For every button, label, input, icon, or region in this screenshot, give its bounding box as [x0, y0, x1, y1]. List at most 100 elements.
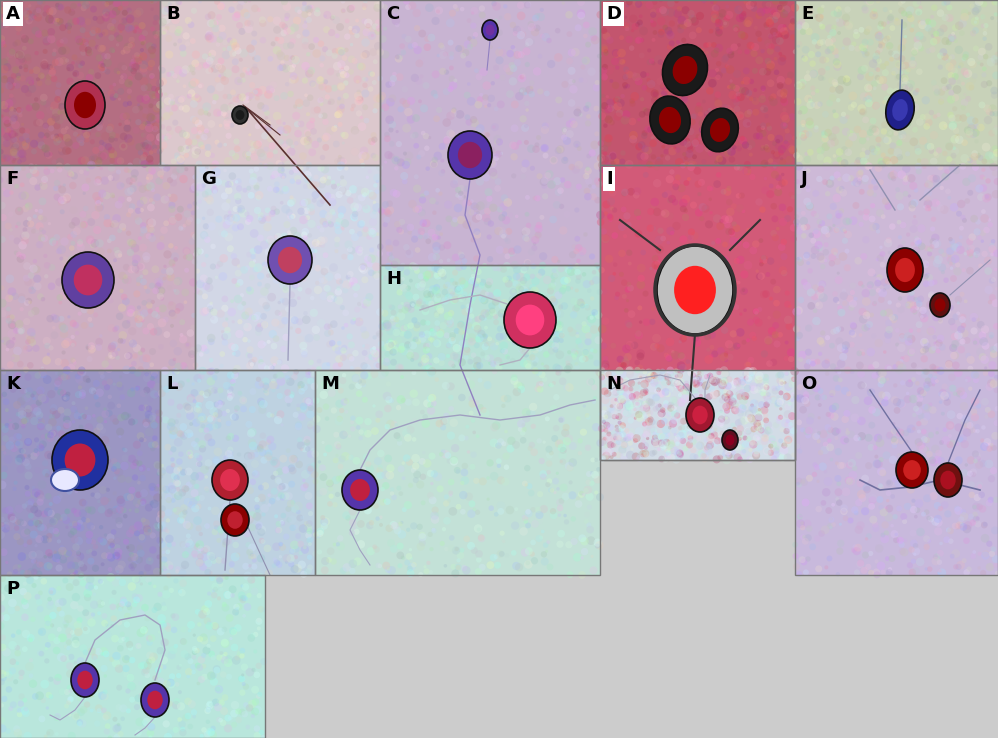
Point — [831, 184, 847, 196]
Point — [143, 62, 159, 74]
Point — [675, 255, 691, 267]
Point — [258, 143, 274, 155]
Point — [832, 545, 848, 557]
Point — [870, 162, 886, 174]
Point — [971, 562, 987, 573]
Point — [628, 396, 644, 408]
Point — [761, 396, 777, 407]
Point — [666, 100, 682, 112]
Point — [417, 356, 433, 368]
Point — [768, 449, 784, 461]
Point — [31, 4, 47, 16]
Point — [481, 280, 497, 292]
Point — [365, 150, 381, 162]
Point — [2, 75, 18, 86]
Point — [892, 131, 908, 143]
Point — [562, 55, 578, 67]
Point — [211, 683, 227, 695]
Point — [558, 421, 574, 433]
Point — [729, 426, 745, 438]
Point — [962, 419, 978, 431]
Point — [166, 538, 182, 550]
Point — [617, 359, 633, 370]
Point — [33, 224, 49, 235]
Point — [459, 111, 475, 123]
Point — [18, 8, 34, 20]
Point — [893, 432, 909, 444]
Point — [134, 313, 150, 325]
Point — [429, 287, 445, 299]
Point — [356, 189, 372, 201]
Point — [730, 378, 746, 390]
Point — [516, 164, 532, 176]
Point — [964, 468, 980, 480]
Point — [554, 201, 570, 213]
Point — [800, 553, 816, 565]
Point — [519, 479, 535, 491]
Point — [592, 437, 608, 449]
Point — [41, 689, 57, 701]
Point — [576, 269, 592, 280]
Point — [601, 10, 617, 21]
Point — [217, 407, 233, 419]
Point — [357, 224, 373, 235]
Point — [944, 371, 960, 383]
Point — [859, 0, 875, 6]
Point — [762, 446, 778, 458]
Point — [434, 41, 450, 53]
Point — [360, 415, 376, 427]
Point — [217, 303, 233, 314]
Point — [881, 307, 897, 319]
Point — [823, 389, 839, 401]
Point — [868, 100, 884, 111]
Point — [442, 128, 458, 139]
Point — [336, 396, 352, 408]
Point — [688, 403, 704, 415]
Point — [491, 263, 507, 275]
Point — [63, 450, 79, 462]
Point — [144, 497, 160, 509]
Point — [388, 237, 404, 249]
Point — [245, 386, 260, 398]
Point — [663, 7, 679, 18]
Point — [958, 459, 974, 471]
Point — [271, 524, 287, 536]
Point — [546, 403, 562, 415]
Point — [644, 376, 660, 387]
Point — [457, 306, 473, 317]
Point — [165, 97, 181, 108]
Point — [540, 479, 556, 491]
Point — [219, 380, 235, 392]
Point — [791, 393, 807, 404]
Point — [953, 59, 969, 71]
Point — [95, 471, 111, 483]
Point — [741, 162, 756, 173]
Point — [231, 529, 247, 541]
Point — [765, 26, 781, 38]
Point — [25, 329, 41, 341]
Point — [550, 318, 566, 330]
Point — [714, 421, 730, 432]
Point — [129, 266, 145, 277]
Point — [446, 348, 462, 360]
Point — [43, 673, 59, 685]
Point — [824, 403, 840, 415]
Point — [283, 191, 299, 203]
Point — [514, 342, 530, 354]
Point — [721, 142, 737, 154]
Point — [418, 231, 434, 243]
Point — [332, 461, 348, 472]
Point — [152, 534, 168, 546]
Point — [817, 466, 833, 477]
Point — [590, 194, 606, 206]
Point — [189, 441, 205, 453]
Point — [271, 356, 287, 368]
Point — [2, 520, 18, 532]
Point — [677, 148, 693, 160]
Point — [7, 142, 23, 154]
Text: G: G — [201, 170, 216, 188]
Point — [938, 301, 954, 313]
Point — [347, 231, 363, 243]
Point — [977, 550, 993, 562]
Point — [236, 394, 251, 406]
